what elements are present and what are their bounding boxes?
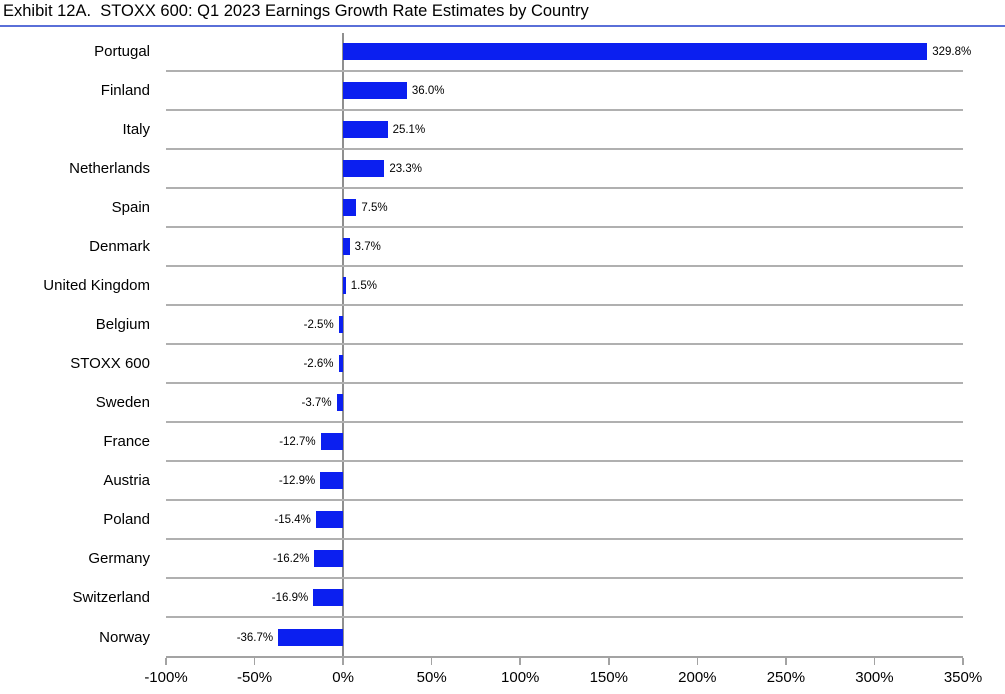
- x-axis-tick: [253, 658, 256, 665]
- bar: [343, 42, 928, 60]
- category-label: Italy: [122, 121, 150, 138]
- x-axis-tick: [519, 658, 521, 665]
- category-label: Austria: [103, 472, 150, 489]
- value-label: -2.5%: [303, 318, 334, 331]
- value-label: -16.2%: [272, 552, 310, 565]
- bar-row: Spain 7.5%: [112, 189, 963, 228]
- bar-row: Germany -16.2%: [88, 540, 963, 579]
- bar-row: Portugal 329.8%: [94, 33, 971, 72]
- bar-row: Belgium -2.5%: [96, 306, 963, 345]
- value-label: -3.7%: [301, 396, 332, 409]
- category-label: Portugal: [94, 43, 150, 60]
- value-label: -12.7%: [279, 435, 316, 448]
- x-axis-tick-label: 200%: [678, 669, 717, 686]
- x-axis-tick-label: 250%: [766, 669, 806, 686]
- bar-row: Italy 25.1%: [122, 111, 963, 150]
- x-axis-line: [166, 655, 963, 658]
- x-axis-tick: [962, 658, 964, 665]
- value-label: 1.5%: [350, 279, 377, 292]
- x-axis-tick-label: -100%: [144, 669, 188, 686]
- x-axis-tick: [873, 658, 876, 665]
- category-label: Poland: [103, 511, 150, 528]
- bar: [278, 628, 344, 646]
- category-label: Netherlands: [69, 160, 150, 177]
- x-axis-tick-label: 150%: [589, 669, 628, 686]
- x-axis-tick-label: 0%: [332, 669, 354, 686]
- x-axis-tick: [696, 658, 699, 665]
- value-label: 3.7%: [354, 240, 381, 253]
- bar: [343, 276, 346, 294]
- x-axis-tick-label: 300%: [855, 669, 894, 686]
- category-label: Norway: [99, 629, 150, 646]
- plot-area: Portugal 329.8% Finland 36.0% Italy 25.1% Neth…: [43, 33, 982, 686]
- bar: [313, 588, 344, 606]
- bar-row: STOXX 600 -2.6%: [70, 345, 963, 384]
- bar: [320, 432, 344, 450]
- bar-row: Austria -12.9%: [103, 462, 963, 501]
- x-axis-tick-label: 350%: [943, 669, 983, 686]
- bar: [343, 198, 357, 216]
- value-label: -12.9%: [278, 474, 316, 487]
- chart-title-bar: Exhibit 12A. STOXX 600: Q1 2023 Earnings…: [0, 0, 1005, 27]
- bar: [343, 120, 388, 138]
- category-label: Spain: [111, 199, 150, 216]
- category-label: Denmark: [89, 238, 150, 255]
- x-axis-tick: [430, 658, 433, 665]
- category-label: Finland: [100, 82, 150, 99]
- x-axis-tick: [342, 658, 344, 665]
- bar: [343, 159, 385, 177]
- bar: [343, 81, 407, 99]
- category-label: Sweden: [95, 394, 150, 411]
- category-label: STOXX 600: [70, 355, 150, 372]
- bar-row: Sweden -3.7%: [96, 384, 963, 423]
- value-label: -2.6%: [303, 357, 334, 370]
- value-label: 36.0%: [411, 84, 445, 97]
- chart-title: Exhibit 12A. STOXX 600: Q1 2023 Earnings…: [3, 2, 589, 20]
- value-label: 25.1%: [392, 123, 426, 136]
- x-axis-tick: [165, 658, 167, 665]
- x-axis-tick-label: 100%: [501, 669, 540, 686]
- value-label: 23.3%: [389, 162, 422, 175]
- bar-row: Finland 36.0%: [101, 72, 963, 111]
- value-label: 7.5%: [361, 201, 388, 214]
- bar: [336, 393, 344, 411]
- category-label: Germany: [88, 550, 150, 567]
- value-label: -15.4%: [274, 513, 311, 526]
- category-label: United Kingdom: [43, 277, 150, 294]
- zero-gridline: [342, 33, 344, 657]
- bar-row: Poland -15.4%: [103, 501, 963, 540]
- bar-row: Netherlands 23.3%: [69, 150, 963, 189]
- bar: [338, 354, 344, 372]
- x-axis-tick: [785, 658, 787, 665]
- category-label: France: [103, 433, 150, 450]
- bar-row: United Kingdom 1.5%: [43, 267, 963, 306]
- x-axis-tick: [608, 658, 610, 665]
- x-axis-tick-label: -50%: [237, 669, 273, 686]
- value-label: -16.9%: [271, 591, 309, 604]
- bar: [320, 471, 344, 489]
- x-axis-tick-label: 50%: [416, 669, 447, 686]
- bar-row: France -12.7%: [103, 423, 963, 462]
- bar-row: Norway -36.7%: [99, 618, 963, 657]
- bar: [343, 237, 350, 255]
- value-label: 329.8%: [932, 45, 972, 58]
- bar-row: Denmark 3.7%: [89, 228, 963, 267]
- category-label: Belgium: [95, 316, 150, 333]
- bar: [314, 549, 344, 567]
- value-label: -36.7%: [236, 631, 274, 644]
- bar-row: Switzerland -16.9%: [72, 579, 963, 618]
- category-label: Switzerland: [72, 589, 150, 606]
- bar: [315, 510, 344, 528]
- bar: [338, 315, 344, 333]
